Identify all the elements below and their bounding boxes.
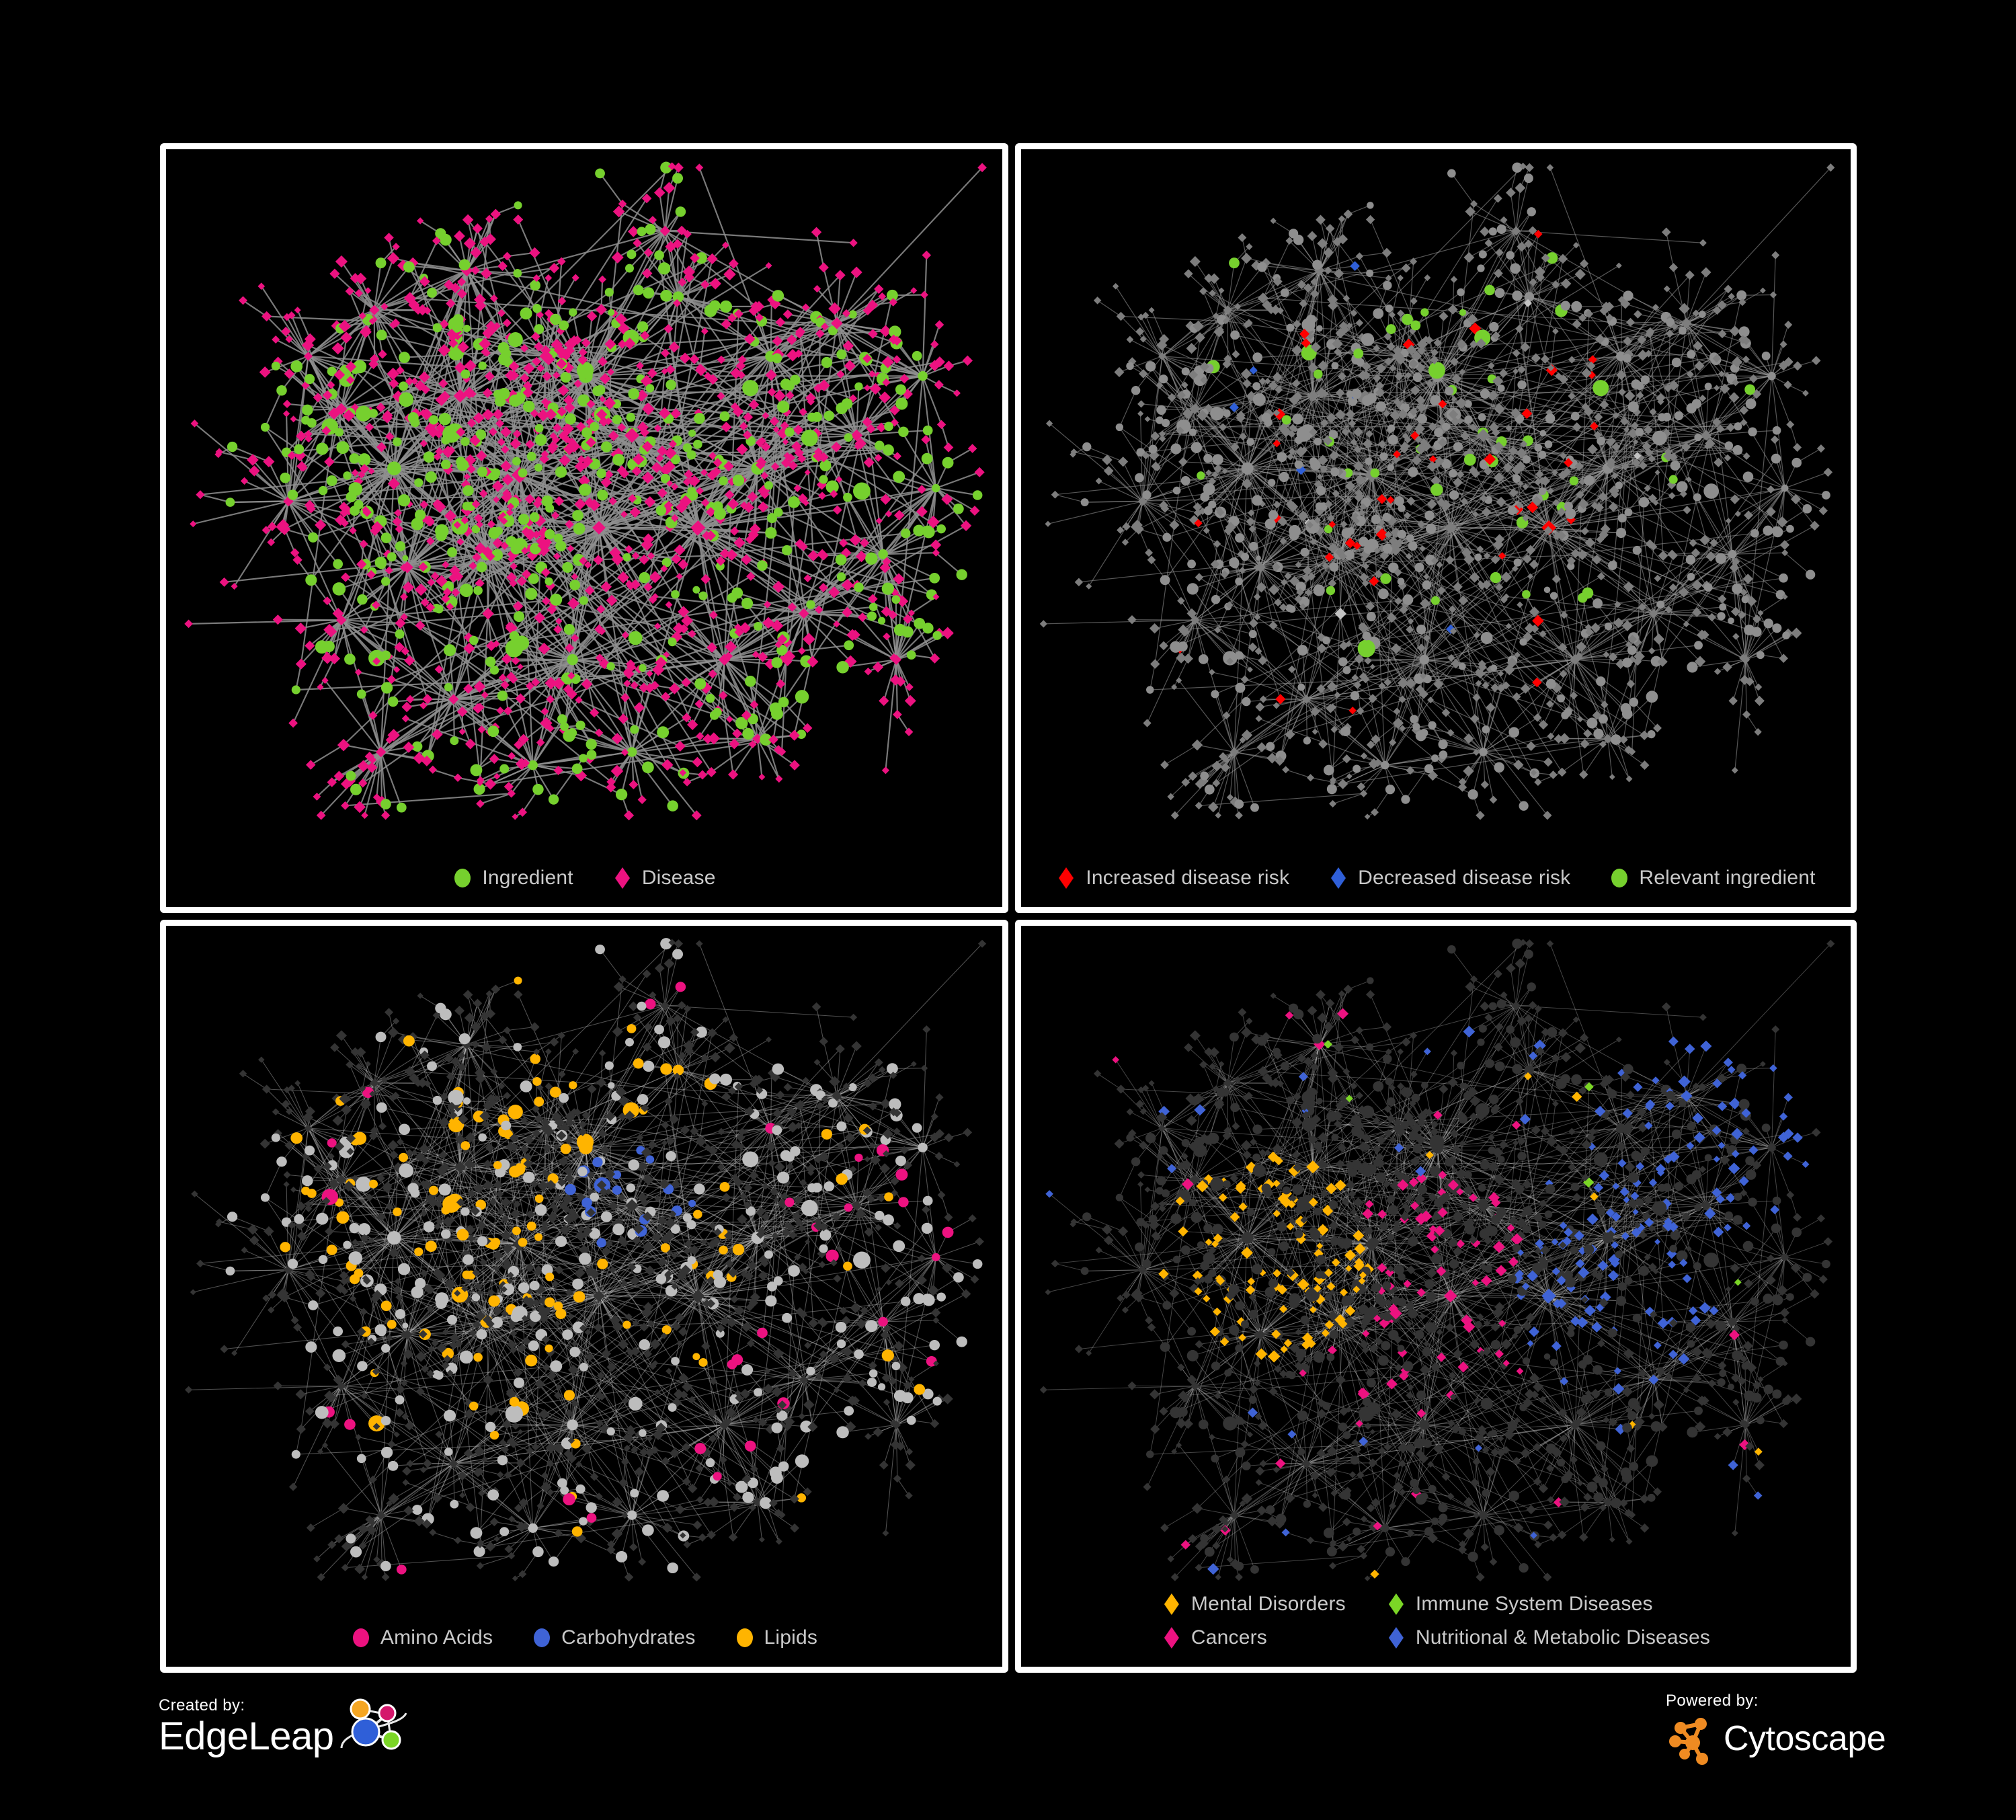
circle-icon <box>454 869 471 887</box>
panel-disease-class: Mental Disorders Immune System Diseases … <box>1015 920 1857 1673</box>
legend-label: Lipids <box>764 1626 818 1649</box>
legend-item: Cancers <box>1162 1626 1346 1649</box>
network-graph-d <box>1039 939 1835 1582</box>
legend-item: Disease <box>612 867 716 889</box>
created-by-kicker: Created by: <box>159 1696 245 1714</box>
diamond-icon <box>1164 1593 1179 1615</box>
circle-icon <box>1611 869 1628 887</box>
legend-item: Immune System Diseases <box>1386 1593 1710 1616</box>
diamond-icon <box>1388 1593 1404 1615</box>
network-canvas-b <box>1021 149 1851 907</box>
panel-ingredient-class: Amino Acids Carbohydrates Lipids <box>160 920 1008 1673</box>
legend-label: Carbohydrates <box>561 1626 696 1649</box>
panel-disease-risk: Increased disease risk Decreased disease… <box>1015 143 1857 913</box>
legend-item: Carbohydrates <box>532 1626 695 1649</box>
network-canvas-c <box>166 926 1002 1667</box>
legend-label: Increased disease risk <box>1086 867 1290 889</box>
network-graph-b <box>1039 162 1835 820</box>
legend-label: Decreased disease risk <box>1358 867 1571 889</box>
edgeleap-wordmark: EdgeLeap <box>159 1714 334 1758</box>
created-by-edgeleap: Created by: EdgeLeap <box>159 1690 411 1755</box>
legend-panel-c: Amino Acids Carbohydrates Lipids <box>166 1626 1002 1649</box>
legend-panel-b: Increased disease risk Decreased disease… <box>1021 867 1851 889</box>
legend-label: Disease <box>641 867 716 889</box>
legend-panel-a: Ingredient Disease <box>166 867 1002 889</box>
legend-label: Ingredient <box>482 867 573 889</box>
diamond-icon <box>1164 1627 1179 1649</box>
circle-icon <box>352 1628 369 1647</box>
circle-icon <box>736 1628 753 1647</box>
network-graph-c <box>184 938 987 1582</box>
network-canvas-a <box>166 149 1002 907</box>
legend-item: Decreased disease risk <box>1328 867 1570 889</box>
diamond-icon <box>1388 1627 1404 1649</box>
legend-label: Immune System Diseases <box>1415 1593 1653 1615</box>
legend-item: Relevant ingredient <box>1609 867 1816 889</box>
legend-label: Relevant ingredient <box>1639 867 1816 889</box>
cytoscape-wordmark: Cytoscape <box>1724 1719 1886 1759</box>
legend-panel-d: Mental Disorders Immune System Diseases … <box>1135 1593 1737 1649</box>
legend-item: Ingredient <box>452 867 573 889</box>
legend-item: Mental Disorders <box>1162 1593 1346 1616</box>
legend-label: Mental Disorders <box>1191 1593 1346 1615</box>
diamond-icon <box>1331 867 1346 889</box>
legend-label: Nutritional & Metabolic Diseases <box>1415 1626 1711 1649</box>
legend-item: Lipids <box>735 1626 818 1649</box>
powered-by-kicker: Powered by: <box>1666 1692 1759 1710</box>
diamond-icon <box>1059 867 1074 889</box>
edgeleap-logo-icon <box>340 1698 407 1750</box>
network-graph-a <box>184 161 987 821</box>
figure-footer: Created by: EdgeLeap Powered by: <box>0 1673 2016 1820</box>
diamond-icon <box>614 867 630 889</box>
legend-item: Amino Acids <box>351 1626 493 1649</box>
legend-label: Cancers <box>1191 1626 1267 1649</box>
legend-label: Amino Acids <box>380 1626 493 1649</box>
powered-by-cytoscape: Powered by: <box>1666 1692 1886 1766</box>
legend-item: Nutritional & Metabolic Diseases <box>1386 1626 1710 1649</box>
network-canvas-d <box>1021 926 1851 1667</box>
legend-item: Increased disease risk <box>1056 867 1289 889</box>
panel-ingredient-disease: Ingredient Disease <box>160 143 1008 913</box>
cytoscape-logo-icon <box>1669 1718 1708 1765</box>
circle-icon <box>534 1628 551 1647</box>
